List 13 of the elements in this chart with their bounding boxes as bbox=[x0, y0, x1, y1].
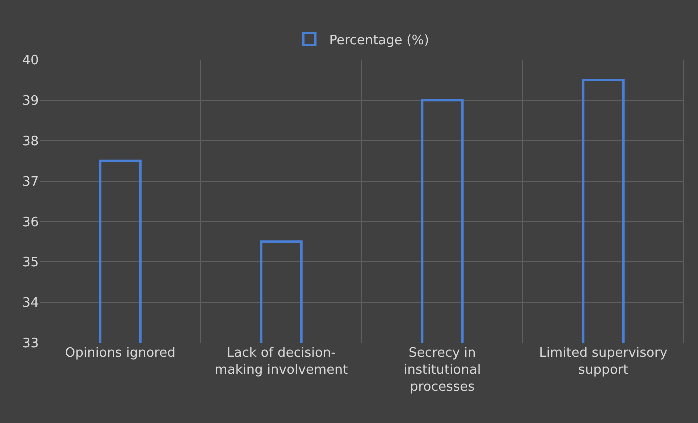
y-tick-label: 40 bbox=[22, 54, 39, 69]
y-tick-label: 36 bbox=[22, 215, 39, 230]
y-tick-label: 34 bbox=[22, 296, 39, 312]
y-tick-label: 33 bbox=[22, 336, 39, 352]
x-tick-label: Secrecy in institutional processes bbox=[404, 346, 482, 395]
x-tick-label: Limited supervisory support bbox=[539, 346, 668, 378]
y-tick-label: 35 bbox=[22, 256, 39, 271]
y-tick-label: 37 bbox=[22, 174, 39, 190]
x-tick-label: Lack of decision-making involvement bbox=[214, 346, 348, 378]
y-tick-label: 38 bbox=[22, 134, 39, 150]
x-tick-label: Opinions ignored bbox=[65, 346, 176, 361]
legend-label: Percentage (%) bbox=[330, 33, 430, 48]
y-tick-label: 39 bbox=[22, 94, 39, 109]
